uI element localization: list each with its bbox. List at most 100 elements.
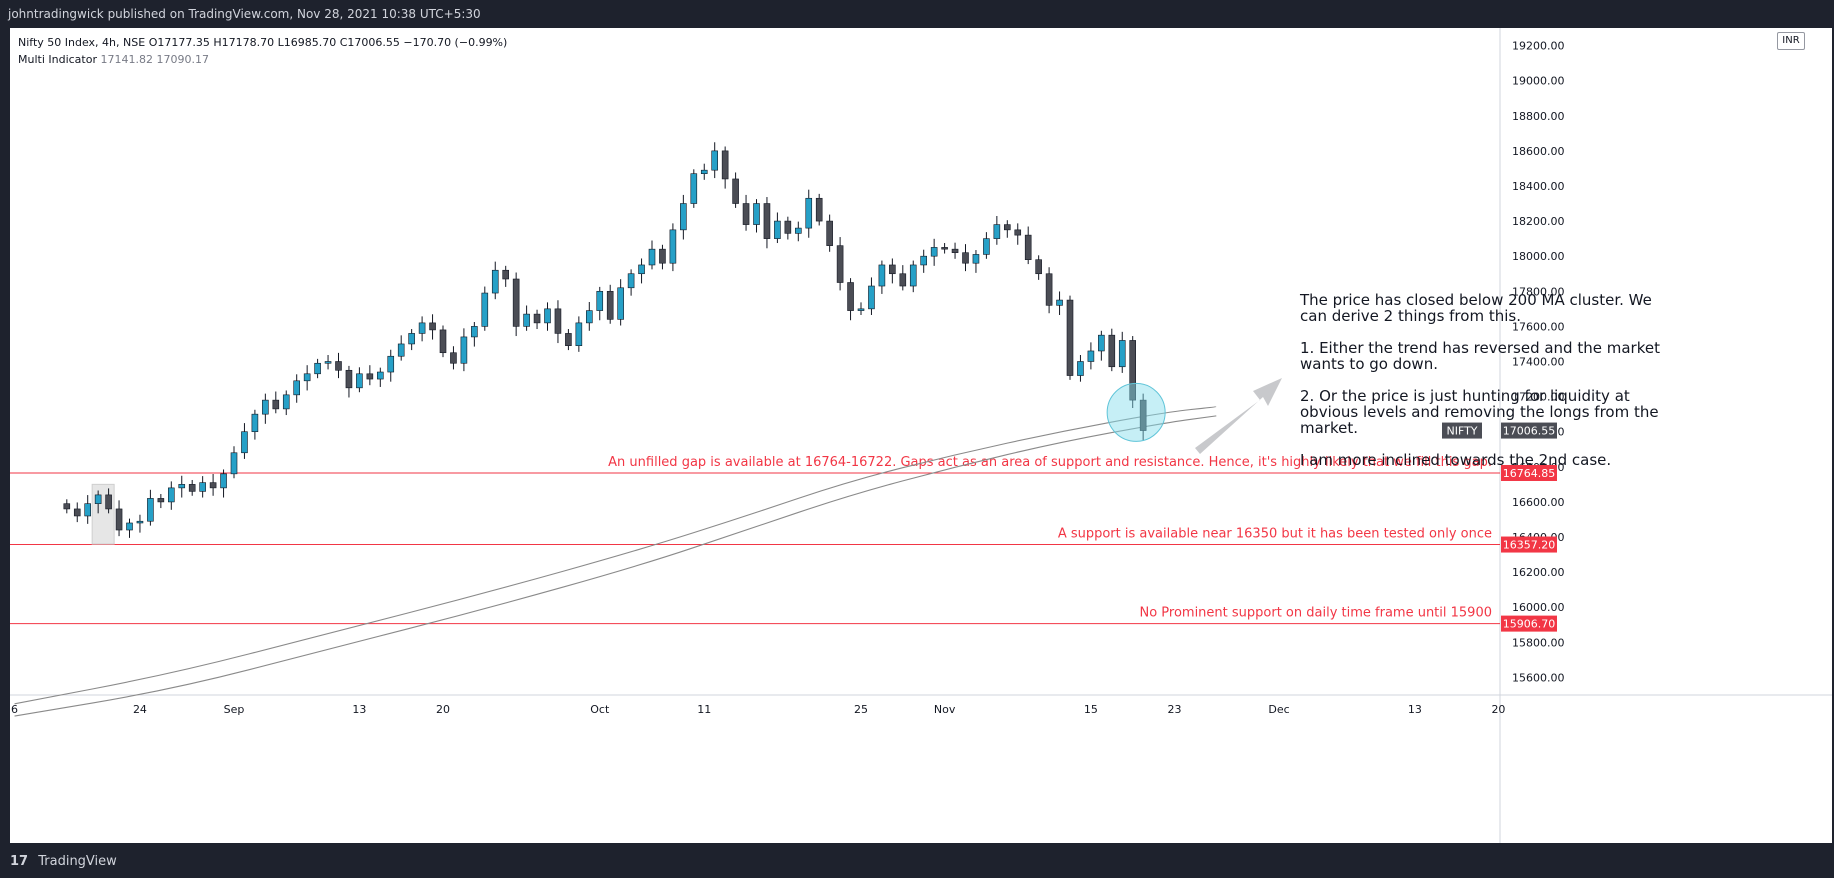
time-tick-label: Oct [590,703,610,716]
bullish-candle [711,150,719,171]
bullish-candle [84,503,91,517]
publisher-text: johntradingwick published on TradingView… [8,7,481,21]
note-paragraph-1: The price has closed below 200 MA cluste… [1300,291,1652,325]
bearish-candle [429,322,436,331]
bearish-candle [188,484,196,492]
bearish-candle [115,508,123,531]
annotation-arrow-icon [1195,378,1282,454]
bullish-candle [324,361,332,364]
bearish-candle [606,290,614,320]
bullish-candle [220,473,227,489]
bearish-candle [73,508,81,517]
bullish-candle [878,264,886,287]
last-price-label: 17006.55 [1503,425,1556,438]
bearish-candle [1066,299,1074,376]
bearish-candle [941,247,948,250]
legend-indicator-name: Multi Indicator [18,53,97,66]
currency-button[interactable]: INR [1777,32,1805,50]
price-tick-label: 17200.00 [1512,391,1565,404]
bearish-candle [732,178,739,204]
bullish-candle [868,285,875,310]
bullish-candle [126,522,133,531]
last-price-badge [1501,422,1557,439]
bullish-candle [993,224,1001,239]
footer-bar: 17 TradingView [0,846,1834,878]
publisher-bar: johntradingwick published on TradingView… [0,0,1834,28]
bullish-candle [1098,334,1105,352]
bullish-candle [168,487,175,503]
price-tick-label: 18000.00 [1512,250,1565,263]
bearish-candle [742,203,750,225]
price-chart[interactable]: 15600.0015800.0016000.0016200.0016400.00… [10,28,1832,843]
bearish-candle [209,482,217,489]
price-tick-label: 18200.00 [1512,215,1565,228]
note-paragraph-3: 2. Or the price is just hunting for liqu… [1300,387,1659,437]
bearish-candle [63,503,71,510]
chart-frame[interactable]: 15600.0015800.0016000.0016200.0016400.00… [10,28,1832,843]
bearish-candle [439,329,447,354]
bearish-candle [1014,229,1022,236]
bullish-candle [303,373,311,382]
bearish-candle [565,333,572,347]
level-price-label: 16357.20 [1503,539,1556,552]
price-tick-label: 17600.00 [1512,320,1565,333]
time-tick-label: Nov [934,703,956,716]
support-level-annotation: No Prominent support on daily time frame… [1139,606,1492,621]
time-tick-label: 6 [11,703,18,716]
bullish-candle [94,494,102,504]
bullish-candle [397,343,405,357]
bearish-candle [847,282,854,311]
bullish-candle [408,333,415,345]
price-tick-label: 19000.00 [1512,75,1565,88]
gap-highlight-box [91,483,115,545]
legend-ohlc: O17177.35 H17178.70 L16985.70 C17006.55 … [148,36,508,49]
legend-symbol: Nifty 50 Index, 4h, NSE [18,36,146,49]
price-tick-label: 17800.00 [1512,285,1565,298]
bullish-candle [972,254,980,264]
bullish-candle [617,287,624,320]
bearish-candle [1035,259,1042,275]
bearish-candle [889,264,896,275]
chart-legend: Nifty 50 Index, 4h, NSE O17177.35 H17178… [18,34,507,68]
level-price-label: 16764.85 [1503,467,1556,480]
time-tick-label: 24 [133,703,147,716]
bullish-candle [241,431,248,454]
bearish-candle [105,494,112,510]
bullish-candle [920,255,928,266]
analysis-note: The price has closed below 200 MA cluste… [1300,292,1660,484]
bearish-candle [784,220,792,234]
bullish-candle [700,169,708,174]
bullish-candle [418,322,426,334]
time-tick-label: Sep [224,703,245,716]
level-price-badge [1501,615,1557,632]
bullish-candle [282,394,290,410]
bullish-candle [930,247,938,257]
time-tick-label: 20 [436,703,450,716]
bearish-candle [1045,273,1053,306]
bearish-candle [962,252,969,264]
price-tick-label: 18600.00 [1512,145,1565,158]
bullish-candle [230,452,238,475]
bearish-candle [450,352,457,364]
bearish-candle [659,248,666,264]
moving-average-line [14,406,1217,705]
bearish-candle [502,269,510,280]
bearish-candle [335,361,342,371]
bearish-candle [721,150,729,180]
bullish-candle [596,290,604,311]
bullish-candle [1118,340,1126,368]
bearish-candle [345,369,353,389]
bullish-candle [1056,299,1063,306]
bearish-candle [815,197,823,222]
symbol-badge [1442,422,1482,439]
price-tick-label: 18400.00 [1512,180,1565,193]
bullish-candle [523,313,530,327]
time-tick-label: 20 [1491,703,1505,716]
tradingview-logo-icon: 17 [10,854,29,869]
bullish-candle [909,264,917,287]
legend-indicator-values: 17141.82 17090.17 [100,53,209,66]
bearish-candle [272,399,280,410]
note-paragraph-2: 1. Either the trend has reversed and the… [1300,339,1660,373]
price-tick-label: 17400.00 [1512,356,1565,369]
price-tick-label: 18800.00 [1512,110,1565,123]
